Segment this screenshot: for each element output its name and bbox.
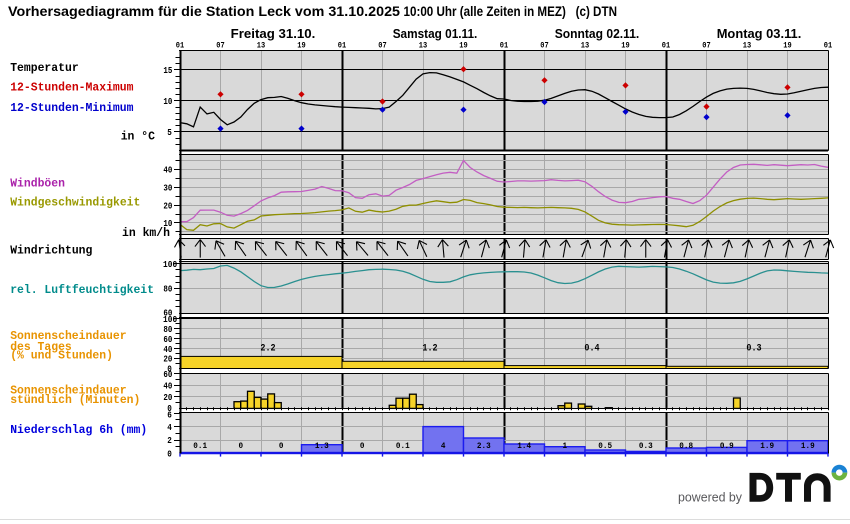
- svg-text:stündlich (Minuten): stündlich (Minuten): [10, 393, 140, 407]
- svg-text:2: 2: [167, 435, 172, 446]
- svg-text:6: 6: [167, 410, 172, 421]
- svg-text:rel. Luftfeuchtigkeit: rel. Luftfeuchtigkeit: [10, 283, 154, 297]
- svg-text:0.9: 0.9: [720, 441, 734, 451]
- svg-text:powered by: powered by: [678, 489, 742, 504]
- svg-text:60: 60: [163, 369, 172, 380]
- svg-text:01: 01: [824, 41, 832, 51]
- svg-text:4: 4: [167, 422, 172, 433]
- svg-text:Montag 03.11.: Montag 03.11.: [717, 26, 802, 41]
- svg-text:Sonnenscheindauer: Sonnenscheindauer: [10, 329, 126, 343]
- svg-text:15: 15: [163, 65, 172, 76]
- svg-text:01: 01: [176, 41, 184, 51]
- svg-text:Freitag 31.10.: Freitag 31.10.: [231, 26, 316, 41]
- svg-text:(% und Stunden): (% und Stunden): [10, 349, 113, 363]
- svg-text:0.1: 0.1: [396, 441, 410, 451]
- svg-text:0: 0: [167, 449, 172, 460]
- svg-text:100: 100: [163, 314, 177, 325]
- svg-text:Windrichtung: Windrichtung: [10, 244, 92, 258]
- svg-text:07: 07: [540, 41, 548, 51]
- svg-text:12-Stunden-Minimum: 12-Stunden-Minimum: [10, 101, 133, 115]
- svg-text:5: 5: [167, 127, 172, 138]
- svg-text:0.3: 0.3: [639, 441, 653, 451]
- svg-text:19: 19: [783, 41, 791, 51]
- svg-text:Temperatur: Temperatur: [10, 61, 79, 75]
- svg-text:13: 13: [743, 41, 751, 51]
- svg-text:40: 40: [163, 165, 172, 176]
- svg-text:19: 19: [621, 41, 629, 51]
- svg-text:07: 07: [702, 41, 710, 51]
- svg-text:07: 07: [216, 41, 224, 51]
- svg-text:Vorhersagediagramm für die Sta: Vorhersagediagramm für die Station Leck …: [8, 4, 401, 19]
- svg-text:1: 1: [563, 441, 568, 451]
- svg-text:13: 13: [581, 41, 589, 51]
- svg-text:Windböen: Windböen: [10, 177, 65, 191]
- svg-text:4: 4: [441, 441, 446, 451]
- svg-text:1.3: 1.3: [315, 441, 329, 451]
- svg-text:1.2: 1.2: [422, 343, 437, 354]
- svg-text:20: 20: [163, 354, 172, 365]
- svg-text:20: 20: [163, 392, 172, 403]
- svg-text:in °C: in °C: [121, 130, 155, 144]
- svg-text:19: 19: [297, 41, 305, 51]
- svg-text:40: 40: [163, 380, 172, 391]
- svg-text:0: 0: [360, 441, 365, 451]
- svg-text:80: 80: [163, 324, 172, 335]
- svg-text:60: 60: [163, 308, 172, 319]
- svg-text:0: 0: [279, 441, 284, 451]
- svg-text:01: 01: [338, 41, 346, 51]
- svg-text:10: 10: [163, 96, 172, 107]
- svg-text:1.4: 1.4: [517, 441, 531, 451]
- svg-text:100: 100: [163, 259, 177, 270]
- svg-text:Sonntag 02.11.: Sonntag 02.11.: [555, 26, 640, 41]
- svg-text:des Tages: des Tages: [10, 340, 72, 354]
- svg-text:Niederschlag 6h (mm): Niederschlag 6h (mm): [10, 423, 147, 437]
- svg-text:Sonnenscheindauer: Sonnenscheindauer: [10, 383, 126, 397]
- svg-text:40: 40: [163, 344, 172, 355]
- svg-text:0: 0: [239, 441, 244, 451]
- svg-text:2.2: 2.2: [260, 343, 275, 354]
- svg-text:1.9: 1.9: [801, 441, 815, 451]
- svg-text:2.3: 2.3: [477, 441, 491, 451]
- svg-text:0.4: 0.4: [584, 343, 599, 354]
- svg-text:13: 13: [257, 41, 265, 51]
- svg-text:in km/h: in km/h: [122, 226, 170, 240]
- svg-text:0: 0: [167, 364, 172, 375]
- svg-text:30: 30: [163, 182, 172, 193]
- svg-text:Windgeschwindigkeit: Windgeschwindigkeit: [10, 195, 140, 209]
- svg-text:01: 01: [500, 41, 508, 51]
- svg-text:80: 80: [163, 283, 172, 294]
- svg-text:12-Stunden-Maximum: 12-Stunden-Maximum: [10, 81, 133, 95]
- svg-text:10:00 Uhr (alle Zeiten in MEZ): 10:00 Uhr (alle Zeiten in MEZ) (c) DTN: [404, 4, 618, 19]
- svg-text:19: 19: [459, 41, 467, 51]
- svg-text:13: 13: [419, 41, 427, 51]
- svg-text:10: 10: [163, 218, 172, 229]
- svg-text:1.9: 1.9: [760, 441, 774, 451]
- svg-text:Samstag 01.11.: Samstag 01.11.: [393, 26, 478, 41]
- svg-text:01: 01: [662, 41, 670, 51]
- svg-text:0.5: 0.5: [598, 441, 612, 451]
- svg-text:0.3: 0.3: [746, 343, 761, 354]
- svg-text:60: 60: [163, 334, 172, 345]
- svg-text:07: 07: [378, 41, 386, 51]
- svg-text:0: 0: [167, 403, 172, 414]
- svg-text:0.1: 0.1: [193, 441, 207, 451]
- svg-text:0.8: 0.8: [679, 441, 693, 451]
- svg-text:20: 20: [163, 200, 172, 211]
